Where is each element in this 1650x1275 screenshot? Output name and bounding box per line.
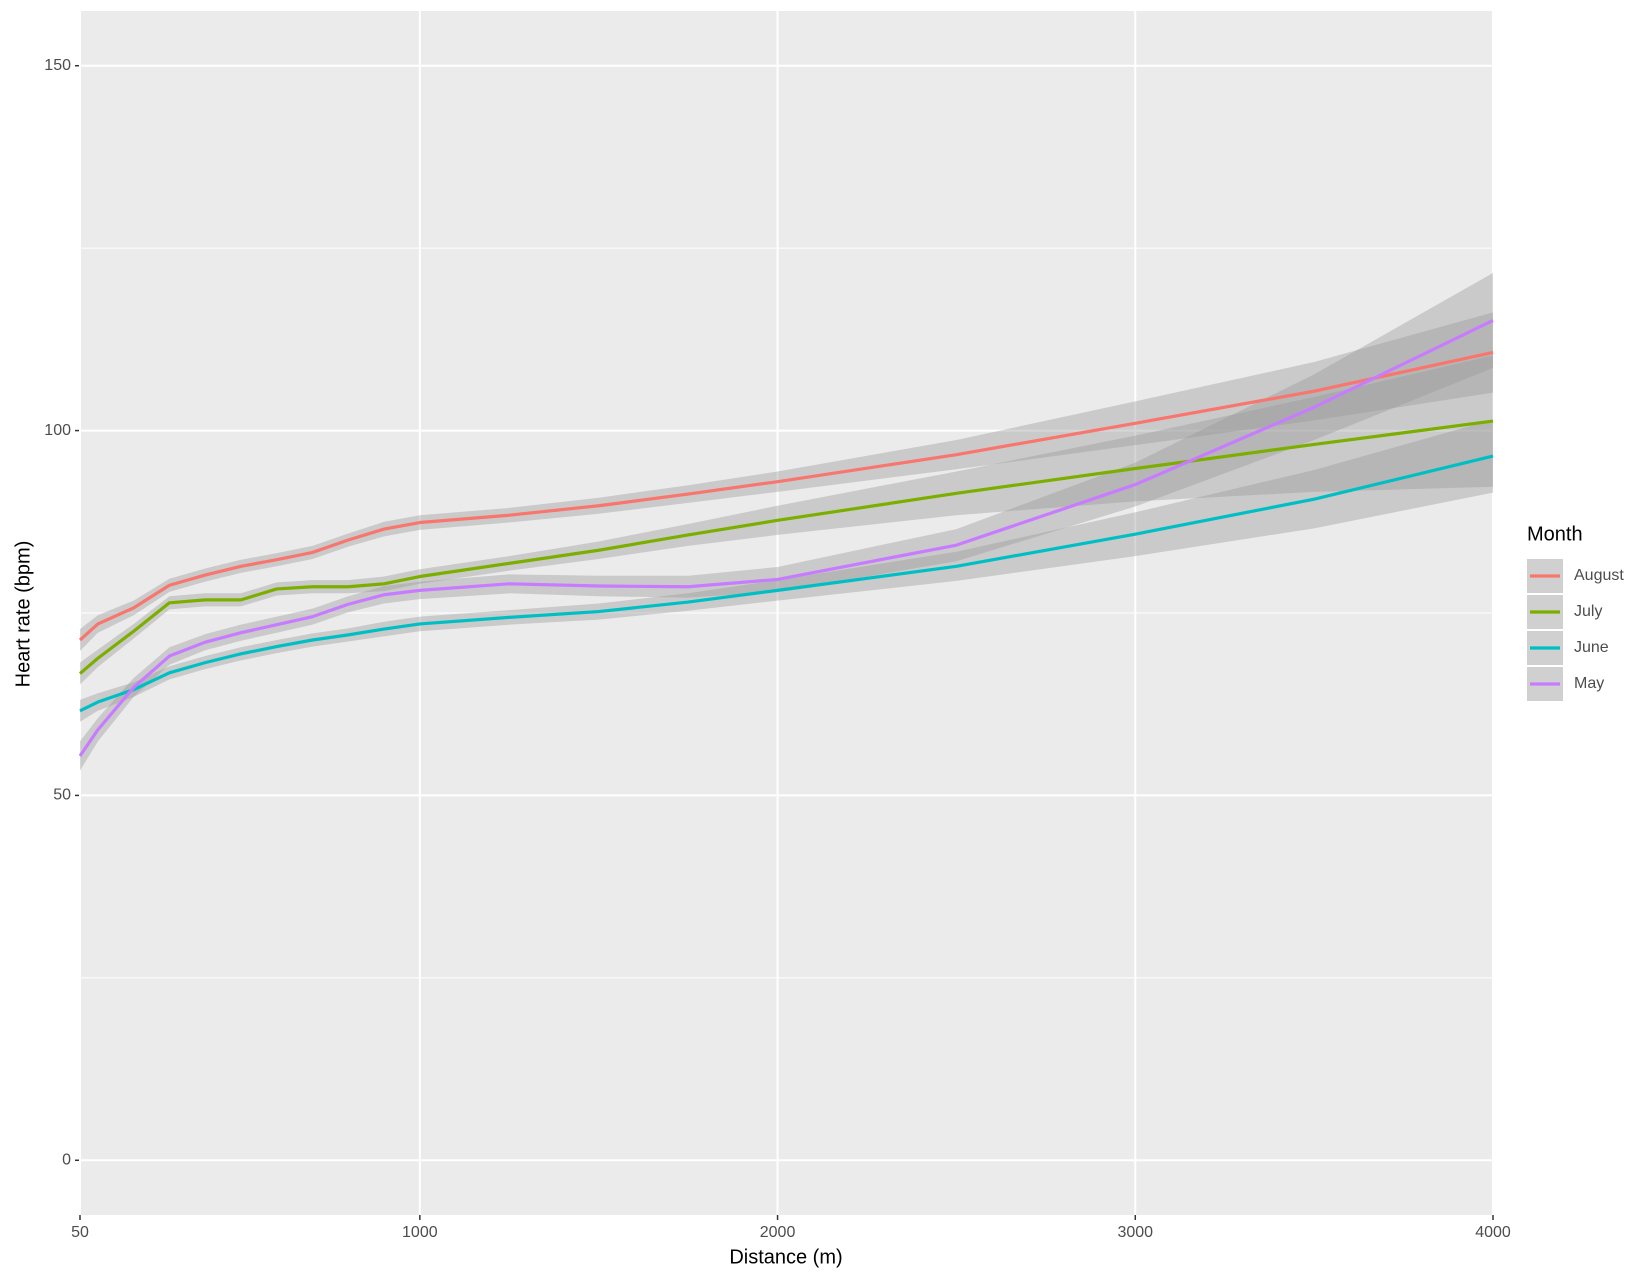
x-tick-label: 1000	[402, 1224, 438, 1241]
x-tick-label: 3000	[1117, 1224, 1153, 1241]
x-tick-label: 2000	[760, 1224, 796, 1241]
y-tick-label: 50	[53, 787, 71, 804]
smooth-line	[79, 454, 1494, 713]
x-tick-label: 4000	[1475, 1224, 1511, 1241]
y-tick-label: 0	[62, 1151, 71, 1168]
legend-label: May	[1574, 675, 1604, 692]
y-tick-label: 100	[44, 422, 71, 439]
y-axis-title: Heart rate (bpm)	[12, 541, 34, 688]
smooth-line	[78, 419, 1494, 675]
x-axis-title: Distance (m)	[729, 1246, 842, 1268]
smooth-line	[78, 350, 1494, 642]
smooth-line	[78, 318, 1494, 757]
x-tick-label: 50	[71, 1224, 89, 1241]
y-tick-label: 150	[44, 57, 71, 74]
legend-label: July	[1574, 603, 1602, 620]
legend-label: June	[1574, 639, 1609, 656]
legend-label: August	[1574, 567, 1624, 584]
legend-title: Month	[1527, 523, 1583, 545]
